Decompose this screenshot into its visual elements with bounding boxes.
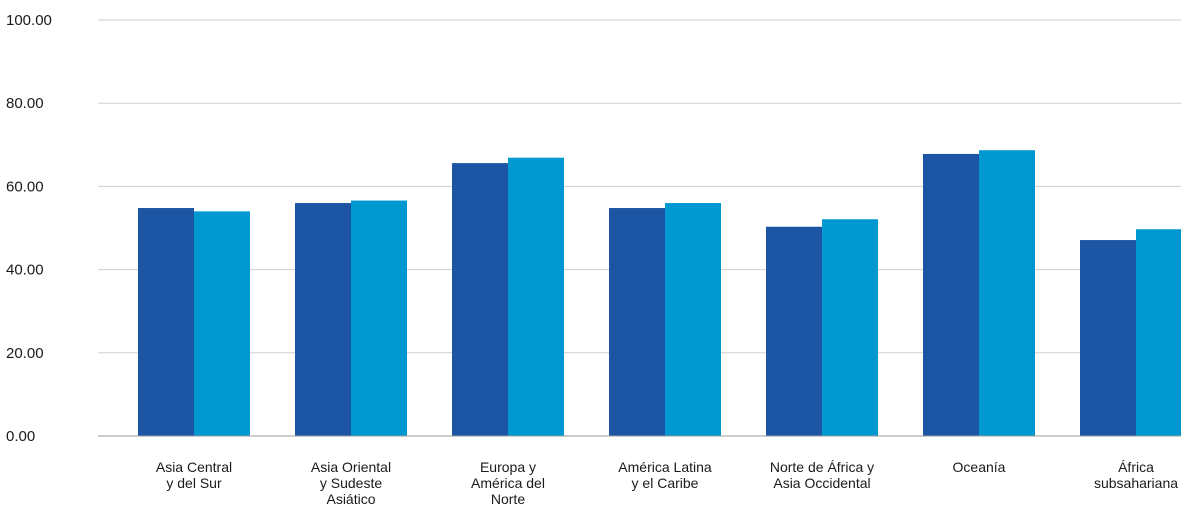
y-tick-label: 0.00 xyxy=(6,428,35,445)
y-axis-ticks: 100.00 80.00 60.00 40.00 20.00 0.00 xyxy=(6,12,52,445)
x-category-label: Norte de África y Asia Occidental xyxy=(770,459,874,491)
x-category-label-line: Asia Oriental xyxy=(311,459,391,475)
bar-series-1-cat-7 xyxy=(1080,240,1136,436)
x-category-label-line: y del Sur xyxy=(166,475,222,491)
x-category-label-line: América Latina xyxy=(618,459,712,475)
x-category-label: África subsahariana xyxy=(1094,459,1178,491)
x-category-label-line: y el Caribe xyxy=(632,475,699,491)
x-category-label-line: Oceanía xyxy=(953,459,1006,475)
bar-series-2-cat-7 xyxy=(1136,229,1181,436)
x-axis-labels: Asia Central y del Sur Asia Oriental y Sude… xyxy=(156,459,1178,507)
bar-series-2-cat-1 xyxy=(194,211,250,436)
x-category-label: Europa y América del Norte xyxy=(471,459,545,507)
y-tick-label: 100.00 xyxy=(6,12,52,29)
bar-series-1-cat-5 xyxy=(766,226,822,436)
x-category-label-line: Asia Occidental xyxy=(773,475,870,491)
x-category-label: América Latina y el Caribe xyxy=(618,459,712,491)
x-category-label-line: subsahariana xyxy=(1094,475,1178,491)
x-category-label-line: Europa y xyxy=(480,459,536,475)
x-category-label: Asia Central y del Sur xyxy=(156,459,232,491)
bar-series-1-cat-3 xyxy=(452,163,508,436)
x-category-label: Oceanía xyxy=(953,459,1006,475)
x-category-label-line: América del xyxy=(471,475,545,491)
bar-series-1-cat-2 xyxy=(295,203,351,436)
y-tick-label: 40.00 xyxy=(6,262,44,279)
x-category-label-line: África xyxy=(1118,459,1154,475)
x-category-label: Asia Oriental y Sudeste Asiático xyxy=(311,459,391,507)
y-tick-label: 60.00 xyxy=(6,178,44,195)
bar-series-2-cat-3 xyxy=(508,157,564,437)
y-tick-label: 80.00 xyxy=(6,95,44,112)
bar-series-1-cat-6 xyxy=(923,153,979,436)
x-category-label-line: Asia Central xyxy=(156,459,232,475)
bar-series-2-cat-6 xyxy=(979,150,1035,436)
bar-series-2-cat-2 xyxy=(351,200,407,436)
bar-series-1-cat-1 xyxy=(138,208,194,436)
bars xyxy=(138,150,1181,437)
bar-series-2-cat-4 xyxy=(665,203,721,436)
bar-series-2-cat-5 xyxy=(822,219,878,436)
x-category-label-line: Asiático xyxy=(326,491,375,507)
x-category-label-line: Norte de África y xyxy=(770,459,874,475)
bar-series-1-cat-4 xyxy=(609,208,665,436)
x-category-label-line: y Sudeste xyxy=(320,475,382,491)
y-tick-label: 20.00 xyxy=(6,345,44,362)
x-category-label-line: Norte xyxy=(491,491,525,507)
